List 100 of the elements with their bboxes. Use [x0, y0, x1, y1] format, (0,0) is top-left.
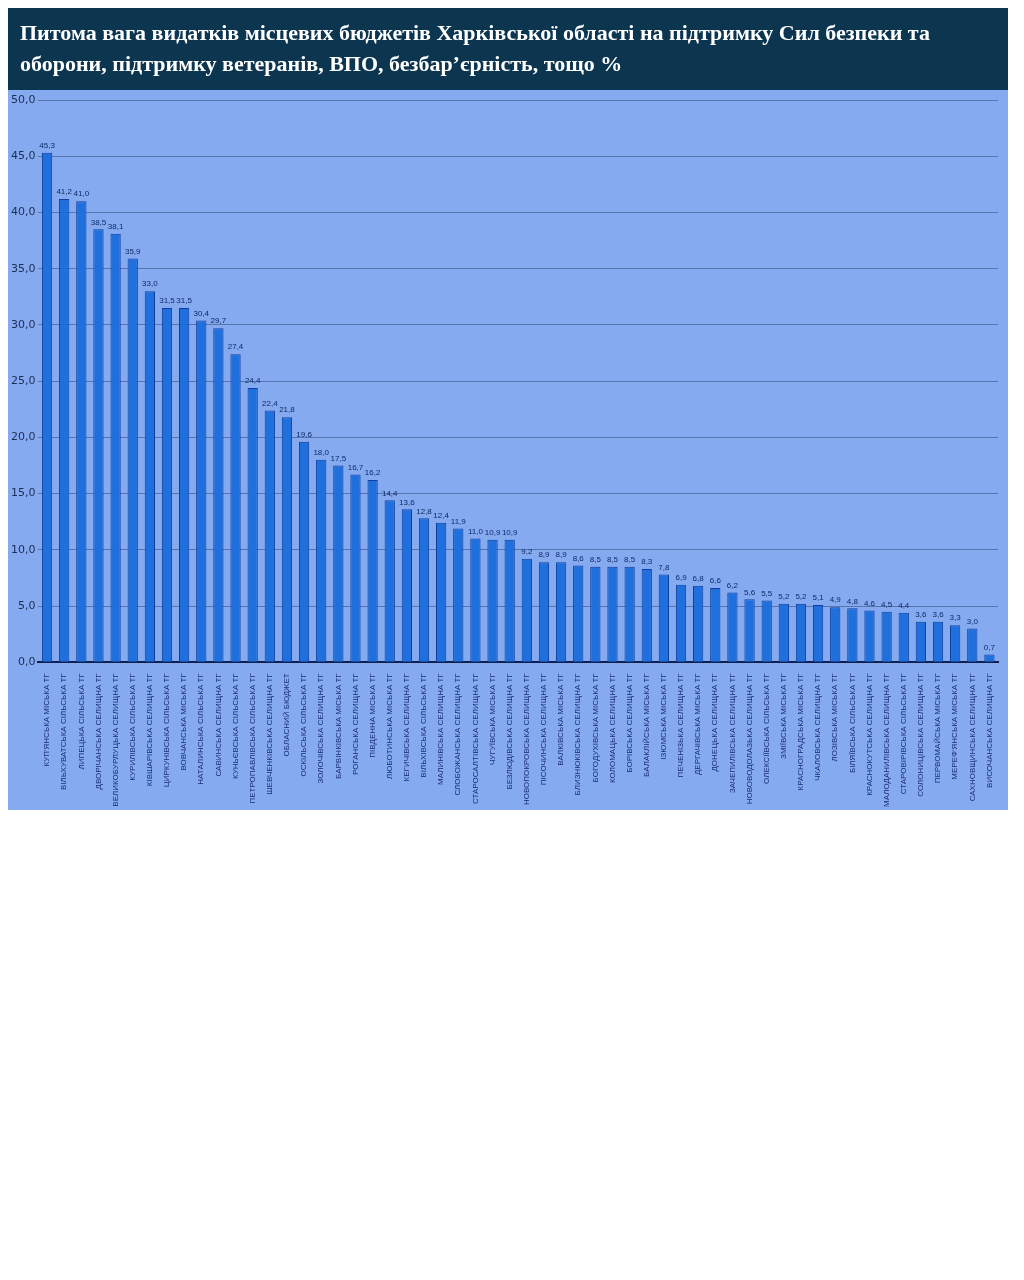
- x-tick-label: ДЕРГАЧІВСЬКА МІСЬКА ТГ: [693, 672, 703, 775]
- y-tick-label: 50,0: [10, 92, 36, 106]
- x-tick-label: ОБЛАСНИЙ БЮДЖЕТ: [282, 672, 292, 757]
- x-tick-label: БОРІВСЬКА СЕЛИЩНА ТГ: [624, 672, 634, 773]
- data-label: 18,0: [313, 447, 330, 457]
- x-tick-label: ВАЛКІВСЬКА МІСЬКА ТГ: [556, 672, 566, 766]
- x-tick-label: МАЛИНІВСЬКА СЕЛИЩНА ТГ: [436, 672, 446, 785]
- x-tick-label: НОВОВОДОЛАЗЬКА СЕЛИЩНА ТГ: [744, 672, 754, 804]
- x-tick-label: КУРИЛІВСЬКА СІЛЬСЬКА ТГ: [127, 672, 137, 781]
- data-label: 8,9: [555, 550, 568, 559]
- y-tick-label: 45,0: [10, 148, 36, 162]
- data-label: 8,6: [572, 553, 585, 563]
- data-label: 27,4: [227, 341, 244, 351]
- data-label: 41,0: [73, 189, 90, 199]
- y-tick-label: 20,0: [10, 429, 36, 443]
- x-tick-label: ВІЛЬХІВСЬКА СІЛЬСЬКА ТГ: [419, 672, 429, 778]
- data-label: 3,6: [932, 609, 945, 619]
- data-label: 4,4: [898, 600, 910, 610]
- data-label: 11,9: [450, 516, 467, 526]
- data-label: 24,4: [244, 375, 261, 385]
- data-label: 4,8: [846, 596, 859, 606]
- x-tick-label: ЗМІЇВСЬКА МІСЬКА ТГ: [779, 672, 789, 759]
- data-label: 6,9: [675, 572, 688, 582]
- x-tick-label: КУНЬЄВСЬКА СІЛЬСЬКА ТГ: [230, 672, 240, 779]
- x-tick-label: МАЛОДАНИЛІВСЬКА СЕЛИЩНА ТГ: [881, 672, 891, 807]
- data-label: 16,7: [347, 462, 364, 472]
- data-label: 6,6: [709, 575, 722, 585]
- data-label: 6,8: [692, 573, 705, 583]
- data-label: 19,6: [296, 429, 313, 439]
- y-tick-label: 35,0: [10, 261, 36, 275]
- x-tick-label: ВІЛЬХУВАТСЬКА СІЛЬСЬКА ТГ: [59, 672, 69, 790]
- x-tick-label: ДВОРІЧАНСЬКА СЕЛИЩНА ТГ: [93, 672, 103, 790]
- x-tick-label: БОГОДУХІВСЬКА МІСЬКА ТГ: [590, 672, 600, 783]
- x-tick-label: ПЕЧЕНІЗЬКА СЕЛИЩНА ТГ: [676, 672, 686, 778]
- data-label: 9,2: [521, 546, 533, 556]
- data-label: 8,3: [641, 556, 653, 566]
- data-label: 29,7: [210, 316, 227, 326]
- x-tick-label: ЦИРКУНІВСЬКА СІЛЬСЬКА ТГ: [162, 672, 172, 787]
- data-label: 12,4: [433, 510, 450, 520]
- data-label: 3,0: [966, 616, 979, 626]
- data-label: 0,7: [983, 642, 996, 652]
- data-label: 5,5: [761, 588, 773, 598]
- data-label: 4,5: [881, 599, 893, 609]
- data-label: 5,1: [812, 592, 825, 602]
- data-label: 11,0: [467, 526, 484, 536]
- data-label: 21,8: [279, 404, 296, 414]
- x-tick-label: КРАСНОКУТСЬКА СЕЛИЩНА ТГ: [864, 672, 874, 796]
- x-tick-label: ПЕРВОМАЙСЬКА МІСЬКА ТГ: [933, 672, 943, 783]
- x-tick-label: ВИСОЧАНСЬКА СЕЛИЩНА ТГ: [984, 672, 994, 788]
- x-tick-label: КУП'ЯНСЬКА МІСЬКА ТГ: [42, 672, 52, 767]
- x-tick-label: ПІВДЕННА МІСЬКА ТГ: [367, 672, 377, 758]
- chart-title: Питома вага видатків місцевих бюджетів Харківської області на підтримку Сил безпеки та оборони, підтримку ветеранів, ВПО, безбар’єрність, тощо %: [8, 8, 1008, 90]
- data-label: 8,5: [624, 554, 636, 564]
- data-label: 5,2: [778, 591, 790, 601]
- x-tick-label: ОСКІЛЬСЬКА СІЛЬСЬКА ТГ: [299, 672, 309, 777]
- x-tick-label: КОЛОМАЦЬКА СЕЛИЩНА ТГ: [607, 672, 617, 783]
- x-tick-label: ВЕЛИКОБУРЛУЦЬКА СЕЛИЩНА ТГ: [110, 672, 120, 807]
- x-tick-label: ОЛЕКСІЇВСЬКА СІЛЬСЬКА ТГ: [761, 672, 771, 784]
- data-label: 14,4: [381, 488, 399, 498]
- x-tick-label: БЛИЗНЮКІВСЬКА СЕЛИЩНА ТГ: [573, 672, 583, 796]
- x-tick-label: ЗОЛОЧІВСЬКА СЕЛИЩНА ТГ: [316, 672, 326, 784]
- x-tick-label: САХНОВЩИНСЬКА СЕЛИЩНА ТГ: [967, 672, 977, 801]
- x-tick-label: ЧУГУЇВСЬКА МІСЬКА ТГ: [487, 672, 497, 765]
- x-tick-label: ПЕТРОПАВЛІВСЬКА СІЛЬСЬКА ТГ: [247, 672, 257, 804]
- x-tick-label: СОЛОНИЦІВСЬКА СЕЛИЩНА ТГ: [916, 672, 926, 797]
- data-label: 22,4: [262, 398, 279, 408]
- data-label: 16,2: [364, 467, 381, 477]
- x-tick-label: КЕГИЧІВСЬКА СЕЛИЩНА ТГ: [402, 672, 412, 782]
- y-tick-label: 10,0: [10, 542, 36, 556]
- data-label: 8,9: [538, 550, 551, 559]
- data-label: 12,8: [416, 506, 433, 516]
- x-tick-label: ЛЮБОТИНСЬКА МІСЬКА ТГ: [384, 672, 394, 779]
- x-tick-label: БІЛЯЇВСЬКА СІЛЬСЬКА ТГ: [847, 672, 857, 773]
- x-tick-label: ЛИПЕЦЬКА СІЛЬСЬКА ТГ: [76, 672, 86, 770]
- x-tick-label: СТАРОСАЛТІВСЬКА СЕЛИЩНА ТГ: [470, 672, 480, 804]
- data-label: 17,5: [330, 453, 347, 463]
- data-label: 31,5: [176, 295, 193, 305]
- x-tick-label: ПІСОЧИНСЬКА СЕЛИЩНА ТГ: [539, 672, 549, 785]
- y-tick-label: 40,0: [10, 204, 36, 218]
- x-tick-label: СЛОБОЖАНСЬКА СЕЛИЩНА ТГ: [453, 672, 463, 795]
- data-label: 7,8: [658, 562, 670, 572]
- y-tick-label: 30,0: [10, 317, 36, 331]
- x-tick-label: НОВОПОКРОВСЬКА СЕЛИЩНА ТГ: [522, 672, 532, 805]
- x-tick-label: ЧКАЛОВСЬКА СЕЛИЩНА ТГ: [813, 672, 823, 781]
- data-label: 8,5: [589, 554, 602, 564]
- data-label: 13,6: [399, 497, 416, 507]
- data-label: 31,5: [159, 295, 176, 305]
- y-tick-label: 15,0: [10, 486, 36, 500]
- x-tick-label: ДОНЕЦЬКА СЕЛИЩНА ТГ: [710, 672, 720, 772]
- data-label: 6,2: [726, 580, 739, 590]
- y-tick-label: 25,0: [10, 373, 36, 387]
- x-tick-label: БАЛАКЛІЙСЬКА МІСЬКА ТГ: [641, 672, 651, 777]
- x-tick-label: ШЕВЧЕНКІВСЬКА СЕЛИЩНА ТГ: [265, 672, 275, 795]
- data-label: 33,0: [142, 278, 159, 288]
- data-label: 5,6: [743, 587, 756, 597]
- x-tick-label: КРАСНОГРАДСЬКА МІСЬКА ТГ: [796, 672, 806, 791]
- x-tick-label: РОГАНСЬКА СЕЛИЩНА ТГ: [350, 672, 360, 775]
- data-label: 38,1: [107, 221, 124, 231]
- data-label: 5,2: [795, 591, 808, 601]
- x-tick-label: БАРВІНКІВСЬКА МІСЬКА ТГ: [333, 672, 343, 779]
